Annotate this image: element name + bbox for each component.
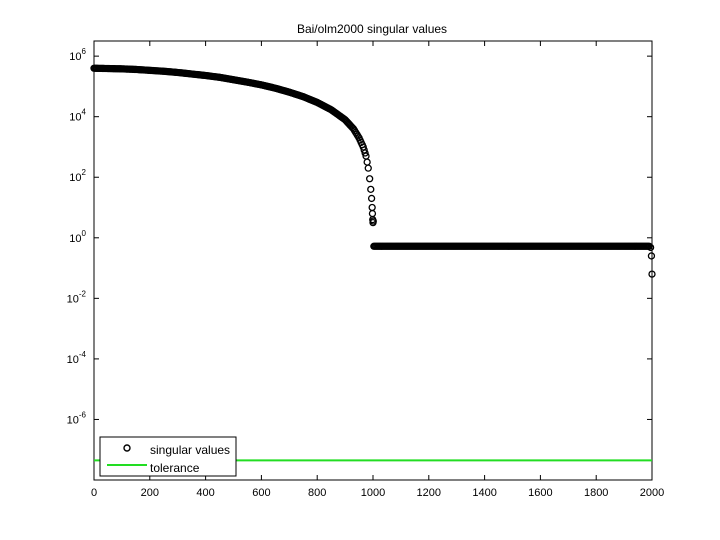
y-tick-label: 102 [69,168,86,184]
singular-value-point [646,243,655,252]
x-tick-label: 1800 [584,487,608,499]
y-tick-exponent: -6 [79,410,87,419]
x-axis: 0 200 400 600 800 1000 1200 1400 1600 1800 2000 [91,41,664,499]
y-tick-exponent: 6 [82,47,87,56]
y-tick-label: 100 [69,229,86,245]
y-tick-label: 104 [69,108,86,124]
y-tick-base: 10 [69,51,81,63]
y-tick-exponent: -2 [79,289,87,298]
y-tick-base: 10 [67,414,79,426]
x-tick-label: 2000 [640,487,664,499]
legend-box [99,436,237,477]
chart-title: Bai/olm2000 singular values [297,22,447,36]
singular-value-point [647,252,656,260]
y-tick-label: 10-2 [67,289,87,305]
series-layer [90,64,656,462]
x-tick-label: 1400 [472,487,496,499]
x-tick-label: 400 [196,487,214,499]
x-tick-label: 200 [141,487,159,499]
legend-marker-singular-values [123,444,131,452]
singular-value-point [367,194,376,203]
x-tick-label: 800 [308,487,326,499]
x-tick-label: 600 [252,487,270,499]
x-tick-label: 1600 [528,487,552,499]
y-tick-base: 10 [69,112,81,124]
x-tick-label: 1200 [417,487,441,499]
singular-value-point [366,175,374,183]
legend-label-singular-values: singular values [150,443,230,457]
legend-label-tolerance: tolerance [150,461,200,475]
singular-value-point [369,217,377,225]
y-tick-label: 106 [69,47,86,63]
singular-value-point [364,164,372,172]
y-tick-base: 10 [67,354,79,366]
y-tick-exponent: 2 [82,168,87,177]
y-tick-base: 10 [69,172,81,184]
y-tick-base: 10 [69,233,81,245]
y-tick-exponent: -4 [79,350,87,359]
singular-value-point [361,149,369,157]
y-tick-label: 10-4 [67,350,87,366]
singular-value-point [367,185,375,194]
singular-value-point [368,209,377,218]
singular-value-point [363,158,371,166]
y-tick-exponent: 4 [82,108,87,117]
legend: singular values tolerance [99,436,237,477]
x-tick-label: 0 [91,487,97,499]
plot-frame [93,40,653,481]
x-tick-label: 1000 [361,487,385,499]
y-tick-base: 10 [67,293,79,305]
y-tick-exponent: 0 [82,229,87,238]
y-tick-label: 10-6 [67,410,87,426]
singular-value-point [648,270,656,278]
singular-value-point [368,203,376,212]
singular-value-point [645,242,653,250]
